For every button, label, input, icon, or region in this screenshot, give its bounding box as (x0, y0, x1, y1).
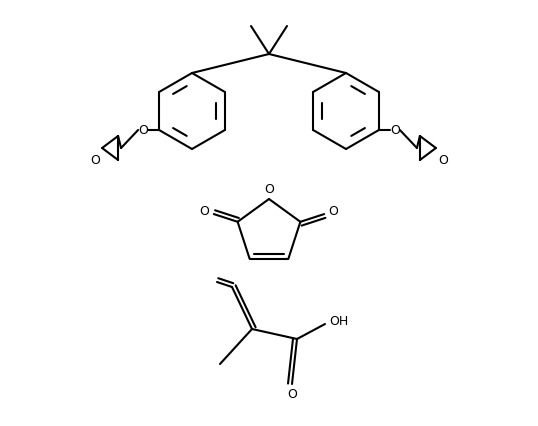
Text: O: O (329, 205, 338, 218)
Text: O: O (200, 205, 209, 218)
Text: O: O (90, 154, 100, 167)
Text: O: O (390, 124, 400, 137)
Text: O: O (138, 124, 148, 137)
Text: O: O (438, 154, 448, 167)
Text: O: O (264, 183, 274, 196)
Text: OH: OH (329, 315, 349, 328)
Text: O: O (287, 388, 297, 400)
